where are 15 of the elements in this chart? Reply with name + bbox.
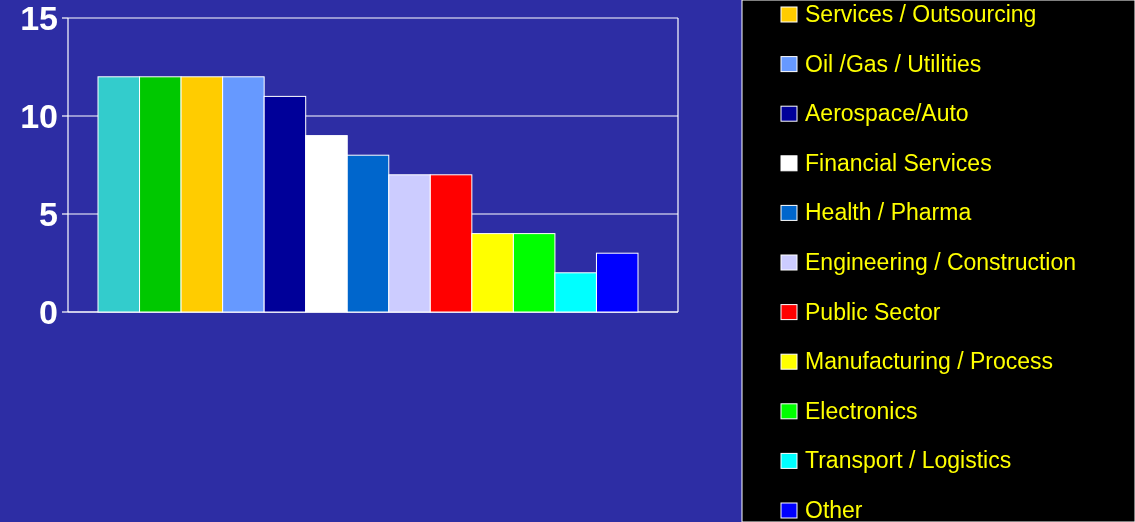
- legend-label: Transport / Logistics: [805, 447, 1012, 474]
- legend-label: Other: [805, 497, 863, 522]
- y-tick-label: 5: [39, 194, 58, 233]
- legend-label: Services / Outsourcing: [805, 1, 1037, 28]
- legend-label: Aerospace/Auto: [805, 100, 969, 127]
- legend-label: Health / Pharma: [805, 199, 972, 226]
- legend-label: Manufacturing / Process: [805, 348, 1054, 375]
- legend-label: Financial Services: [805, 149, 992, 176]
- legend-label: Engineering / Construction: [805, 249, 1077, 276]
- y-tick-label: 0: [39, 292, 58, 331]
- legend-label: Electronics: [805, 397, 918, 424]
- legend-label: Public Sector: [805, 298, 941, 325]
- y-tick-label: 10: [20, 96, 58, 135]
- legend-label: Oil /Gas / Utilities: [805, 50, 982, 77]
- y-tick-label: 15: [20, 0, 58, 37]
